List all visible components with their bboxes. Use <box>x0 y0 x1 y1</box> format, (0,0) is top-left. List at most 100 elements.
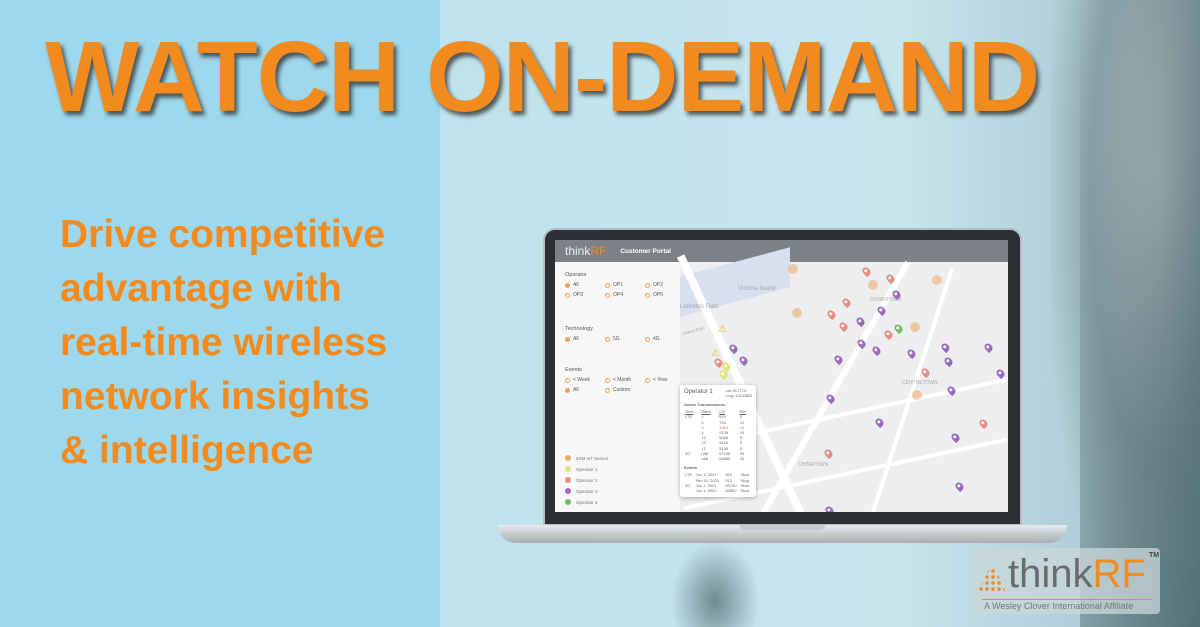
table-cell: Start <box>740 472 750 478</box>
sensor-icon[interactable] <box>788 264 798 274</box>
radio-option[interactable]: OP1 <box>605 282 645 288</box>
map[interactable]: Victoria Island Lebreton Flats DOWNTOWN … <box>676 247 1008 512</box>
table-cell: 2135 <box>719 430 729 436</box>
signal-dots-icon <box>978 568 1006 592</box>
sensor-icon[interactable] <box>932 275 942 285</box>
table-row: 12 5050 5 <box>684 435 752 440</box>
radio-icon[interactable] <box>605 292 610 298</box>
sensor-icon[interactable] <box>912 390 922 400</box>
table-cell: 620 <box>725 472 733 478</box>
radio-label: All <box>573 336 579 342</box>
radio-option[interactable]: < Week <box>565 377 605 383</box>
radio-icon[interactable] <box>645 336 650 342</box>
map-pin-icon[interactable] <box>953 480 966 493</box>
map-pin-icon[interactable] <box>823 504 836 512</box>
map-pin-icon[interactable] <box>892 322 905 335</box>
radio-option[interactable]: < Year <box>645 377 685 383</box>
map-pin-icon[interactable] <box>919 366 932 379</box>
radio-option[interactable]: All <box>565 387 605 393</box>
warning-icon[interactable]: ⚠ <box>711 348 720 359</box>
table-row: 4 2013 15 <box>684 425 752 430</box>
table-cell: 10 <box>739 419 745 425</box>
radio-option[interactable]: All <box>565 282 605 288</box>
table-cell: 15 <box>739 424 745 430</box>
table-cell: 12 <box>701 440 706 446</box>
filter-sidebar: Operator All OP1 OP2 OP3 OP4 OP5 Technology All 5… <box>555 262 680 512</box>
radio-icon[interactable] <box>565 282 570 288</box>
map-pin-icon[interactable] <box>870 344 883 357</box>
map-pin-icon[interactable] <box>860 265 873 278</box>
legend-label: Operator 2 <box>576 477 598 483</box>
map-pin-icon[interactable] <box>982 341 995 354</box>
radio-icon[interactable] <box>605 282 610 288</box>
radio-icon[interactable] <box>565 387 570 393</box>
map-pin-icon <box>565 488 571 494</box>
radio-icon[interactable] <box>645 377 650 383</box>
phone-in-hand <box>670 540 760 627</box>
legend-item: Operator 4 <box>565 499 608 505</box>
sensor-icon[interactable] <box>868 280 878 290</box>
radio-icon[interactable] <box>605 336 610 342</box>
radio-icon[interactable] <box>605 387 610 393</box>
filter-label: Events <box>565 367 582 373</box>
table-cell: 20 <box>739 450 745 456</box>
map-pin-icon[interactable] <box>837 320 850 333</box>
map-pin-icon[interactable] <box>945 384 958 397</box>
map-label: Ottawa River <box>681 325 706 336</box>
radio-icon[interactable] <box>645 282 650 288</box>
table-cell: 63750 <box>725 482 737 488</box>
table-cell: LTE <box>685 414 693 420</box>
map-label: DOWNTOWN <box>870 297 902 303</box>
radio-option[interactable]: < Month <box>605 377 645 383</box>
laptop-base <box>498 525 1067 543</box>
table-cell: 20 <box>739 455 745 461</box>
radio-option[interactable]: OP2 <box>645 282 685 288</box>
table-cell: 613 <box>725 477 733 483</box>
operator-popup: Operator 1 Lat: 45.27717 Long: 123.33664 … <box>680 385 756 498</box>
radio-icon[interactable] <box>565 292 570 298</box>
table-row: 2 730 10 <box>684 420 752 425</box>
map-pin-icon[interactable] <box>854 315 867 328</box>
table-cell: 730 <box>719 419 726 425</box>
sensor-icon[interactable] <box>792 308 802 318</box>
table-cell: Start <box>740 482 750 488</box>
map-pin-icon[interactable] <box>840 296 853 309</box>
radio-label: < Week <box>573 377 590 383</box>
legend-label: Operator 4 <box>576 499 598 505</box>
map-pin-icon[interactable] <box>942 355 955 368</box>
table-cell <box>684 488 695 493</box>
radio-icon[interactable] <box>565 336 570 342</box>
radio-option[interactable]: Custom <box>605 387 645 393</box>
radio-option[interactable]: 4G <box>645 336 685 342</box>
map-pin-icon[interactable] <box>822 447 835 460</box>
laptop-notch <box>740 525 825 530</box>
table-cell: 5G <box>685 482 691 488</box>
map-pin-icon[interactable] <box>977 417 990 430</box>
sensor-icon[interactable] <box>910 322 920 332</box>
filter-label: Operator <box>565 272 587 278</box>
radio-option[interactable]: OP5 <box>645 292 685 298</box>
map-pin-icon[interactable] <box>882 328 895 341</box>
map-pin-icon[interactable] <box>873 416 886 429</box>
radio-label: OP2 <box>653 282 664 288</box>
map-pin-icon[interactable] <box>737 354 750 367</box>
radio-option[interactable]: 5G <box>605 336 645 342</box>
radio-option[interactable]: OP3 <box>565 292 605 298</box>
warning-icon[interactable]: ⚠ <box>718 324 727 335</box>
radio-icon[interactable] <box>605 377 610 383</box>
map-pin-icon[interactable] <box>905 347 918 360</box>
radio-icon[interactable] <box>645 292 650 298</box>
map-pin-icon[interactable] <box>939 341 952 354</box>
radio-option[interactable]: All <box>565 336 605 342</box>
map-pin-icon[interactable] <box>832 353 845 366</box>
column-header: CN <box>719 409 725 415</box>
radio-option[interactable]: OP4 <box>605 292 645 298</box>
radio-icon[interactable] <box>565 377 570 383</box>
map-pin-icon[interactable] <box>825 308 838 321</box>
table-row: 12 5135 5 <box>684 446 752 451</box>
table-cell: 64850 <box>725 487 737 493</box>
table-row: Feb 10, 2021 613 Stop <box>684 478 752 483</box>
column-header: Band <box>701 409 711 415</box>
map-pin-icon <box>565 477 571 483</box>
map-pin-icon[interactable] <box>949 431 962 444</box>
